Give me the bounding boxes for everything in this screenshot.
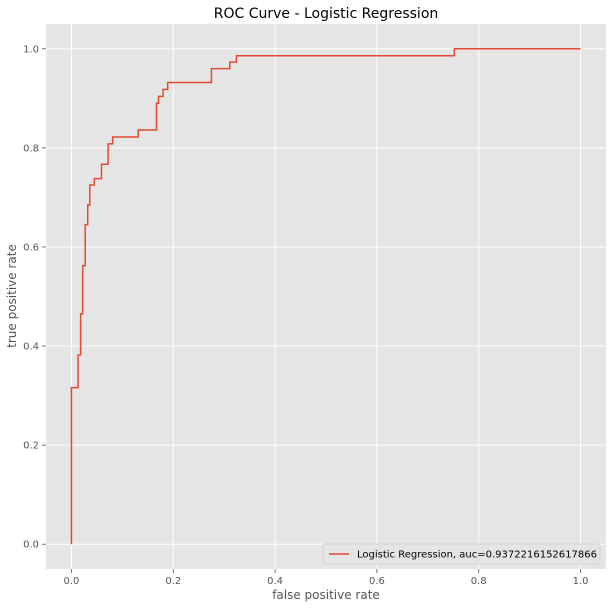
chart-title: ROC Curve - Logistic Regression (214, 6, 439, 22)
x-tick-label: 0.2 (165, 576, 181, 587)
x-tick-label: 0.0 (64, 576, 80, 587)
x-tick-label: 1.0 (573, 576, 589, 587)
y-tick-label: 0.6 (23, 242, 39, 253)
roc-series-line (70, 48, 581, 545)
legend-box (322, 543, 601, 565)
legend-label: Logistic Regression, auc=0.9372216152617… (357, 550, 597, 561)
legend: Logistic Regression, auc=0.9372216152617… (322, 543, 601, 565)
y-tick-label: 0.4 (23, 342, 39, 353)
x-tick-label: 0.8 (471, 576, 487, 587)
y-axis-ticks: 0.0 0.2 0.4 0.6 0.8 1.0 (23, 44, 46, 551)
x-tick-label: 0.4 (267, 576, 283, 587)
x-axis-ticks: 0.0 0.2 0.4 0.6 0.8 1.0 (64, 569, 589, 587)
y-tick-label: 0.0 (23, 540, 39, 551)
y-axis-label: true positive rate (5, 244, 19, 348)
y-tick-label: 1.0 (23, 44, 39, 55)
x-tick-label: 0.6 (369, 576, 385, 587)
grid-lines (46, 24, 606, 569)
plot-area (46, 24, 606, 569)
y-tick-label: 0.8 (23, 143, 39, 154)
y-tick-label: 0.2 (23, 441, 39, 452)
x-axis-label: false positive rate (272, 588, 380, 602)
